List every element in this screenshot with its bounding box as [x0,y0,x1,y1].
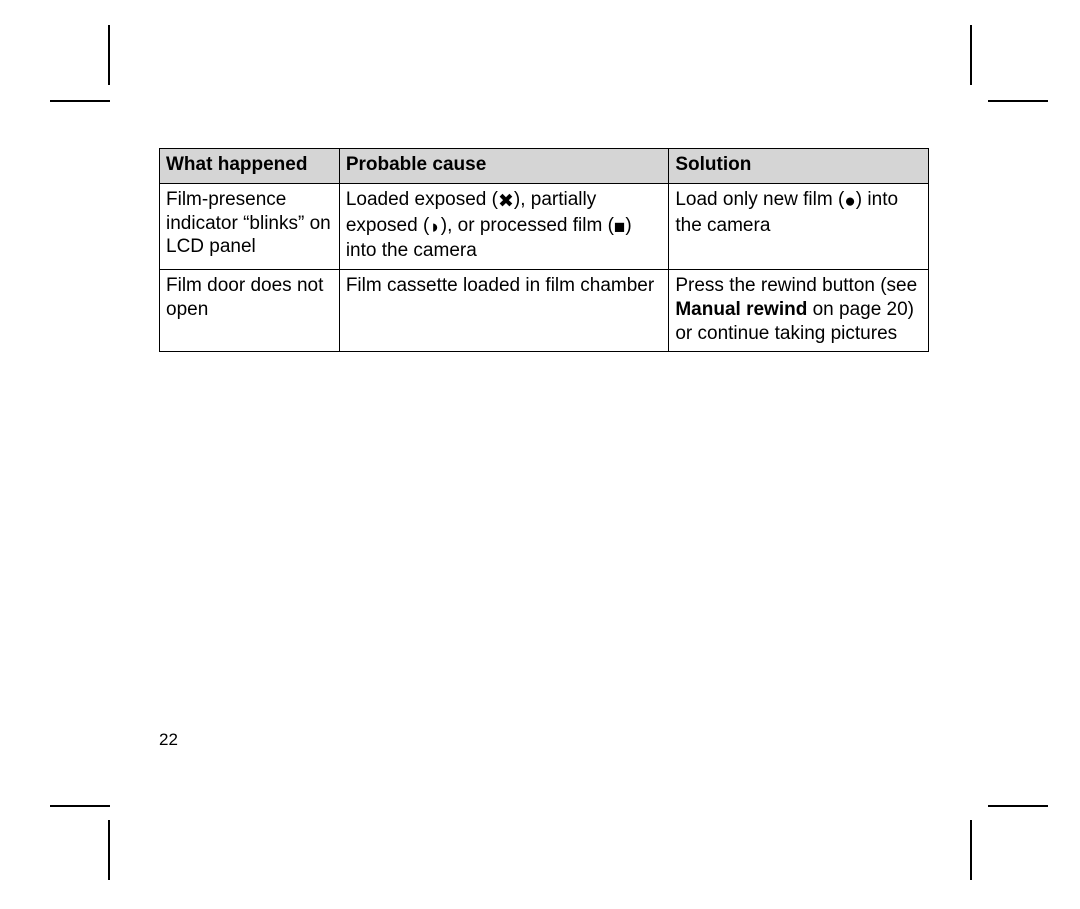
col-header-cause: Probable cause [339,149,669,184]
crop-mark [108,25,110,85]
cell-cause: Film cassette loaded in film chamber [339,270,669,352]
table-row: Film-presence indicator “blinks” on LCD … [160,183,929,269]
crop-mark [988,805,1048,807]
crop-mark [970,820,972,880]
troubleshooting-table: What happened Probable cause Solution Fi… [159,148,929,352]
table-row: Film door does not open Film cassette lo… [160,270,929,352]
partially-exposed-icon: ◗ [429,216,440,240]
page-number: 22 [159,730,178,750]
crop-mark [988,100,1048,102]
text: Load only new film ( [675,189,844,210]
page-body: What happened Probable cause Solution Fi… [159,148,929,352]
text: ), or processed film ( [441,215,614,236]
cell-cause: Loaded exposed (✖), partially exposed (◗… [339,183,669,269]
manual-rewind-ref: Manual rewind [675,299,807,320]
cell-what: Film-presence indicator “blinks” on LCD … [160,183,340,269]
crop-mark [50,805,110,807]
new-film-circle-icon: ● [844,190,855,214]
cell-solution: Load only new film (●) into the camera [669,183,929,269]
text: Press the rewind button (see [675,275,917,296]
crop-mark [970,25,972,85]
crop-mark [108,820,110,880]
exposed-x-icon: ✖ [498,190,514,214]
text: Loaded exposed ( [346,189,498,210]
cell-solution: Press the rewind button (see Manual rewi… [669,270,929,352]
processed-film-icon: ■ [614,216,625,240]
col-header-sol: Solution [669,149,929,184]
cell-what: Film door does not open [160,270,340,352]
crop-mark [50,100,110,102]
col-header-what: What happened [160,149,340,184]
table-header-row: What happened Probable cause Solution [160,149,929,184]
